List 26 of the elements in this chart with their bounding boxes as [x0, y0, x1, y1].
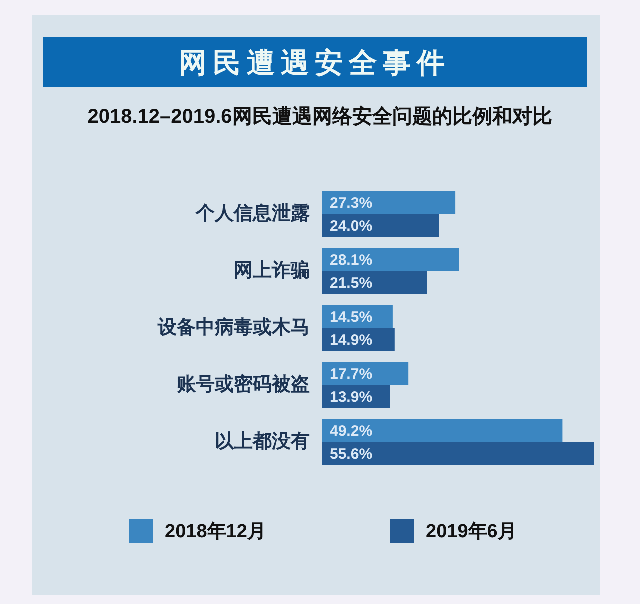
bar [322, 419, 563, 442]
data-label: 14.5% [330, 309, 373, 326]
legend-label: 2018年12月 [165, 522, 266, 542]
bar [322, 442, 594, 465]
chart-title: 网民遭遇安全事件 [179, 48, 451, 78]
y-tick-label: 以上都没有 [215, 430, 310, 452]
y-tick-label: 网上诈骗 [234, 260, 310, 282]
data-label: 28.1% [330, 252, 373, 269]
data-label: 49.2% [330, 423, 373, 440]
data-label: 14.9% [330, 332, 373, 349]
data-label: 55.6% [330, 446, 373, 463]
chart-subtitle: 2018.12–2019.6网民遭遇网络安全问题的比例和对比 [88, 105, 552, 128]
bar [322, 214, 440, 237]
bar [322, 362, 409, 385]
legend-label: 2019年6月 [426, 522, 517, 542]
data-label: 21.5% [330, 275, 373, 292]
bar [322, 248, 460, 271]
data-label: 27.3% [330, 195, 373, 212]
data-label: 13.9% [330, 389, 373, 406]
y-tick-label: 账号或密码被盗 [176, 374, 310, 396]
bar [322, 191, 456, 214]
data-label: 24.0% [330, 218, 373, 235]
y-tick-label: 个人信息泄露 [195, 202, 310, 224]
data-label: 17.7% [330, 366, 373, 383]
y-tick-label: 设备中病毒或木马 [157, 316, 310, 338]
bar [322, 271, 428, 294]
